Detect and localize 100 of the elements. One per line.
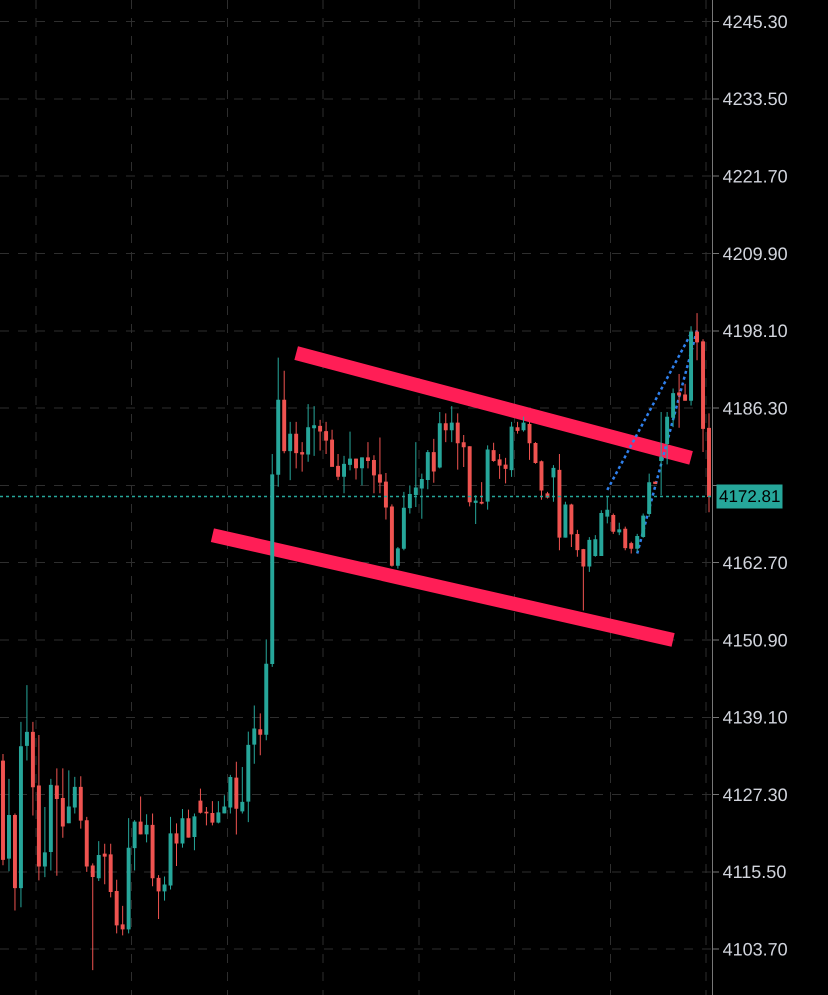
candlestick	[198, 788, 202, 814]
y-tick-label: 4186.30	[722, 398, 788, 418]
candlestick	[114, 879, 119, 934]
candlestick	[528, 421, 532, 460]
candlestick	[522, 416, 526, 432]
y-tick-label: 4139.10	[722, 708, 788, 728]
y-tick-label: 4245.30	[722, 12, 788, 32]
candlestick	[204, 806, 208, 826]
candlestick	[653, 482, 658, 485]
candlestick	[450, 406, 454, 443]
candlestick	[42, 806, 47, 878]
candlestick	[372, 454, 376, 494]
candlestick	[480, 482, 484, 505]
candlestick	[144, 814, 149, 843]
candlestick	[300, 442, 304, 472]
candlestick	[635, 533, 640, 553]
candlestick	[252, 704, 256, 764]
candlestick	[30, 721, 35, 816]
candlestick	[324, 421, 328, 454]
candlestick	[390, 504, 394, 568]
y-tick-label: 4103.70	[722, 939, 788, 960]
y-tick-label: 4221.70	[722, 166, 788, 186]
candlestick	[90, 862, 95, 971]
candlestick	[96, 840, 101, 882]
candlestick	[264, 638, 268, 741]
candlestick	[683, 383, 688, 402]
candlestick	[695, 312, 700, 361]
candlestick	[222, 794, 226, 814]
candlestick	[54, 768, 59, 876]
candlestick	[282, 370, 286, 454]
candlestick	[150, 813, 155, 887]
y-tick-label: 4233.50	[722, 89, 788, 110]
candlestick	[24, 684, 29, 761]
candlestick	[12, 813, 17, 911]
candlestick	[629, 541, 634, 554]
candlestick	[168, 816, 172, 890]
candlestick	[336, 453, 340, 481]
candlestick	[162, 876, 166, 902]
candlestick	[378, 437, 382, 494]
candlestick	[342, 455, 346, 494]
candlestick	[426, 450, 430, 490]
candlestick	[192, 813, 196, 851]
candlestick	[276, 357, 280, 488]
candlestick	[575, 529, 580, 558]
candlestick	[1, 753, 5, 866]
candlestick	[677, 374, 682, 428]
candlestick	[132, 820, 137, 872]
candlestick	[318, 419, 322, 452]
candlestick	[294, 421, 298, 469]
candlestick	[18, 721, 23, 908]
candlestick	[432, 438, 436, 484]
candlestick	[366, 442, 370, 469]
candlestick	[234, 761, 238, 836]
ref-line-label: 4172.81	[719, 487, 780, 506]
candlestick	[138, 796, 143, 836]
y-tick-label: 4162.70	[722, 552, 788, 573]
candlestick	[701, 338, 705, 452]
candlestick	[180, 808, 184, 848]
candlestick	[623, 526, 628, 551]
candlestick	[468, 446, 472, 507]
candlestick	[456, 412, 460, 470]
candlestick	[60, 768, 65, 838]
candlestick	[671, 388, 676, 428]
candlestick	[569, 503, 574, 548]
candlestick	[348, 431, 352, 471]
candlestick	[360, 456, 364, 486]
candlestick	[78, 776, 83, 830]
candlestick	[563, 501, 568, 538]
candlestick	[593, 534, 598, 558]
candlestick	[689, 326, 694, 406]
candlestick	[534, 442, 538, 464]
candlestick	[306, 404, 310, 462]
candlestick	[288, 421, 292, 481]
candlestick	[312, 406, 316, 456]
candlestick	[462, 434, 466, 468]
candlestick	[510, 421, 514, 478]
candlestick	[581, 548, 586, 611]
candlestick	[354, 458, 358, 480]
candlestick	[108, 843, 113, 898]
candlestick	[48, 778, 53, 872]
candlestick	[186, 809, 190, 838]
candlestick	[540, 460, 544, 500]
y-tick-label: 4198.10	[722, 321, 788, 342]
candlestick	[396, 546, 400, 570]
candlestick	[504, 457, 508, 484]
candlestick	[126, 818, 131, 934]
y-tick-label: 4209.90	[722, 244, 788, 264]
candlestick	[516, 421, 520, 434]
candlestick	[611, 513, 616, 534]
candlestick	[174, 822, 178, 866]
candlestick	[66, 770, 71, 824]
candlestick	[246, 731, 250, 823]
candlestick	[36, 734, 41, 881]
candlestick	[84, 816, 89, 872]
candlestick	[258, 712, 262, 756]
candlestick	[599, 510, 604, 556]
candlestick	[240, 766, 244, 814]
candlestick	[557, 453, 562, 551]
candlestick	[587, 536, 592, 572]
candlestick	[617, 522, 622, 536]
